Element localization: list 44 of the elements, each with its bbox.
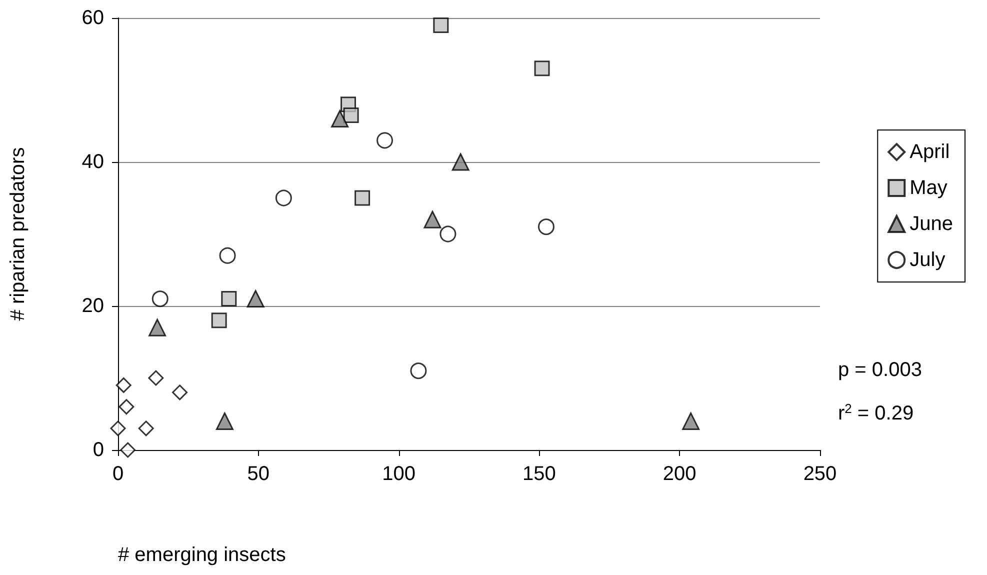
point <box>534 60 550 76</box>
y-tick-label: 0 <box>92 439 104 461</box>
point <box>433 17 449 33</box>
point <box>354 190 370 206</box>
legend-label: April <box>910 141 950 163</box>
point <box>221 291 237 307</box>
point <box>440 226 456 242</box>
point <box>172 384 188 400</box>
y-tick-label: 60 <box>82 7 104 29</box>
point <box>118 399 134 415</box>
point <box>138 420 154 436</box>
y-axis-title: # riparian predators <box>7 147 29 321</box>
point <box>376 132 394 149</box>
text: p = 0.003 <box>838 359 922 381</box>
x-tick-label: 50 <box>247 463 270 485</box>
point <box>211 312 227 328</box>
y-tick-label: 20 <box>82 295 104 317</box>
x-tick-label: 0 <box>112 463 124 485</box>
point <box>216 412 234 430</box>
point <box>410 362 427 380</box>
point <box>148 370 164 386</box>
point <box>331 110 349 128</box>
point <box>110 420 126 436</box>
point <box>246 290 264 308</box>
point <box>682 412 700 430</box>
point <box>148 318 166 336</box>
point <box>152 290 168 308</box>
x-tick-label: 100 <box>382 463 416 485</box>
y-tick-label: 40 <box>82 151 104 173</box>
point <box>120 442 136 458</box>
point <box>452 153 470 171</box>
point <box>538 218 554 236</box>
point <box>343 107 359 123</box>
x-axis-title: # emerging insects <box>118 544 286 566</box>
point <box>116 377 132 393</box>
point <box>424 210 442 228</box>
x-tick-label: 200 <box>662 463 696 485</box>
point <box>275 190 292 206</box>
point <box>219 247 236 264</box>
legend-label: June <box>910 213 954 235</box>
legend-label: July <box>910 249 946 271</box>
x-tick-label: 150 <box>522 463 556 485</box>
x-tick-label: 250 <box>803 463 837 485</box>
legend-label: May <box>910 177 948 199</box>
